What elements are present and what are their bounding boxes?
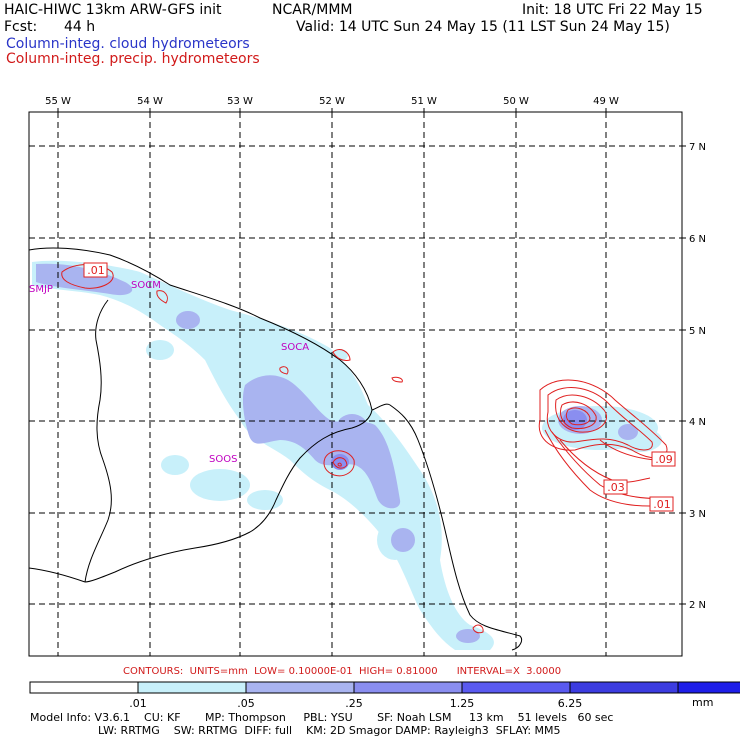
graticule — [29, 112, 682, 656]
lon-label-49w: 49 W — [593, 96, 619, 107]
legend-swatch-6 — [569, 681, 679, 694]
lat-label-7n: 7 N — [689, 142, 706, 153]
lat-label-2n: 2 N — [689, 600, 706, 611]
organization: NCAR/MMM — [272, 2, 353, 18]
forecast-hours: 44 h — [64, 19, 96, 35]
model-info-line1: Model Info: V3.6.1 CU: KF MP: Thompson P… — [30, 711, 614, 724]
lat-label-4n: 4 N — [689, 417, 706, 428]
chart-title: HAIC-HIWC 13km ARW-GFS init — [4, 2, 222, 18]
contour-label-2: .09 — [655, 453, 673, 466]
legend-swatch-2 — [137, 681, 247, 694]
station-soca: SOCA — [281, 342, 309, 353]
lon-label-53w: 53 W — [227, 96, 253, 107]
lon-label-51w: 51 W — [411, 96, 437, 107]
coastline — [28, 247, 523, 651]
cloud-shading-medium — [36, 263, 638, 643]
contour-label-1: .01 — [87, 264, 105, 277]
station-smjp: SMJP — [29, 284, 53, 295]
contours-info: CONTOURS: UNITS=mm LOW= 0.10000E-01 HIGH… — [123, 666, 562, 677]
valid-time: Valid: 14 UTC Sun 24 May 15 (11 LST Sun … — [296, 19, 670, 35]
station-socm: SOCM — [131, 280, 161, 291]
legend-threshold-1: .01 — [129, 697, 147, 710]
field-cloud-label: Column-integ. cloud hydrometeors — [6, 36, 250, 52]
model-info-line2: LW: RRTMG SW: RRTMG DIFF: full KM: 2D Sm… — [98, 724, 561, 737]
legend-swatch-4 — [353, 681, 463, 694]
lon-label-54w: 54 W — [137, 96, 163, 107]
contour-label-4: .01 — [653, 498, 671, 511]
field-precip-label: Column-integ. precip. hydrometeors — [6, 51, 260, 67]
legend-units: mm — [692, 696, 714, 709]
lon-label-55w: 55 W — [45, 96, 71, 107]
lat-label-3n: 3 N — [689, 509, 706, 520]
legend-threshold-5: 6.25 — [557, 697, 583, 710]
legend-threshold-3: .25 — [345, 697, 363, 710]
init-time: Init: 18 UTC Fri 22 May 15 — [522, 2, 703, 18]
legend-swatch-3 — [245, 681, 355, 694]
contour-label-boxes — [83, 262, 676, 512]
legend-colorbar — [29, 681, 740, 694]
legend-threshold-4: 1.25 — [449, 697, 475, 710]
map-frame — [28, 111, 683, 657]
lat-label-6n: 6 N — [689, 234, 706, 245]
axis-ticks — [57, 108, 686, 605]
station-soos: SOOS — [209, 454, 237, 465]
legend-swatch-5 — [461, 681, 571, 694]
lat-label-5n: 5 N — [689, 326, 706, 337]
legend-threshold-2: .05 — [237, 697, 255, 710]
legend-swatch-1 — [29, 681, 139, 694]
legend-swatch-7 — [677, 681, 740, 694]
lon-label-52w: 52 W — [319, 96, 345, 107]
forecast-label: Fcst: — [4, 19, 38, 35]
lon-label-50w: 50 W — [503, 96, 529, 107]
contour-label-3: .03 — [607, 481, 625, 494]
